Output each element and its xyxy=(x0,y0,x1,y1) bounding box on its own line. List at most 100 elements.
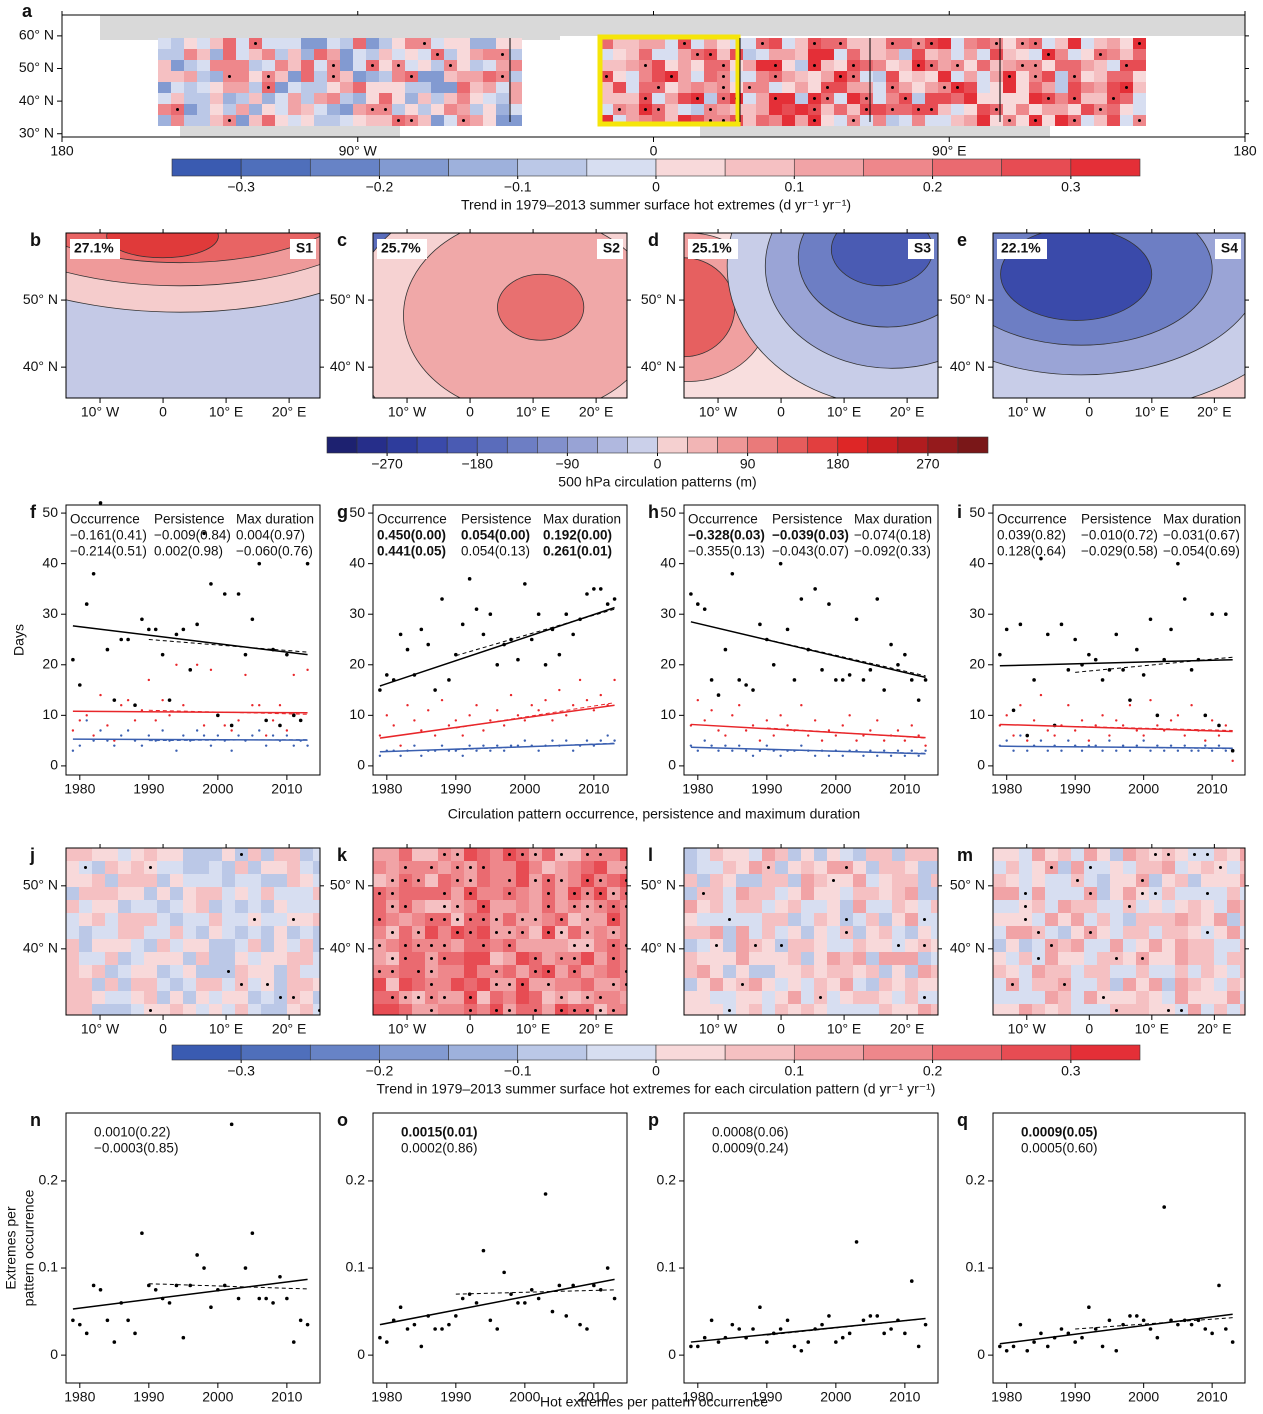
label-box xyxy=(290,239,316,259)
x-tick-label: 0 xyxy=(650,143,658,159)
grid-cell xyxy=(470,38,483,49)
point xyxy=(292,673,295,677)
grid-cell xyxy=(1032,965,1045,978)
grid-cell xyxy=(170,913,183,926)
significance-dot xyxy=(644,97,647,100)
grid-cell xyxy=(1110,861,1123,874)
grid-cell xyxy=(79,939,92,952)
point xyxy=(896,749,900,752)
grid-cell xyxy=(209,848,222,861)
grid-cell xyxy=(313,874,320,887)
grid-cell xyxy=(144,952,157,965)
point xyxy=(182,734,185,737)
y-tick-label: 40° N xyxy=(19,92,54,108)
grid-cell xyxy=(92,926,105,939)
point xyxy=(378,1335,382,1340)
grid-cell xyxy=(131,952,144,965)
y-tick-label: 0.2 xyxy=(39,1172,59,1188)
grid-cell xyxy=(503,900,516,913)
grid-cell xyxy=(1175,887,1188,900)
grid-cell xyxy=(235,874,248,887)
y-tick-label: 30° N xyxy=(19,124,54,140)
recent-trend-line xyxy=(148,739,308,742)
grid-cell xyxy=(938,115,951,126)
colorbar-swatch xyxy=(597,436,628,454)
grid-cell xyxy=(542,939,555,952)
grid-cell xyxy=(710,848,723,861)
grid-cell xyxy=(977,93,990,104)
grid-cell xyxy=(1110,978,1123,991)
grid-cell xyxy=(795,49,808,60)
significance-dot xyxy=(930,108,933,111)
point xyxy=(202,724,206,727)
grid-cell xyxy=(775,861,788,874)
significance-dot xyxy=(443,892,446,895)
significance-dot xyxy=(456,905,459,908)
point xyxy=(702,1335,707,1340)
point xyxy=(876,719,879,722)
colorbar-tick-label: 0.2 xyxy=(923,1063,943,1079)
grid-cell xyxy=(931,952,938,965)
grid-cell xyxy=(170,952,183,965)
significance-dot xyxy=(722,75,725,78)
grid-cell xyxy=(1058,848,1071,861)
recent-trend-line xyxy=(766,749,926,754)
grid-cell xyxy=(386,913,399,926)
grid-cell xyxy=(464,965,477,978)
grid-cell xyxy=(425,887,438,900)
grid-cell xyxy=(300,978,313,991)
significance-dot xyxy=(865,97,868,100)
grid-cell xyxy=(993,965,1006,978)
grid-cell xyxy=(782,38,795,49)
grid-cell xyxy=(814,848,827,861)
grid-cell xyxy=(373,861,386,874)
point xyxy=(909,1279,914,1283)
grid-cell xyxy=(1110,913,1123,926)
point xyxy=(523,1301,527,1305)
grid-cell xyxy=(626,60,639,71)
grid-cell xyxy=(918,978,931,991)
grid-cell xyxy=(892,965,905,978)
point xyxy=(496,709,499,712)
colorbar-title: 500 hPa circulation patterns (m) xyxy=(558,474,756,490)
trend-stat: −0.355(0.13) xyxy=(688,544,765,559)
significance-dot xyxy=(495,1009,498,1012)
y-tick-label: 50° N xyxy=(641,877,676,893)
grid-cell xyxy=(821,115,834,126)
grid-cell xyxy=(697,991,710,1004)
grid-cell xyxy=(1016,93,1029,104)
point xyxy=(229,1122,234,1127)
grid-cell xyxy=(105,978,118,991)
grid-cell xyxy=(1097,952,1110,965)
significance-dot xyxy=(469,866,472,869)
grid-cell xyxy=(287,952,300,965)
grid-cell xyxy=(892,861,905,874)
panel-letter: a xyxy=(22,1,33,21)
grid-cell xyxy=(1081,104,1094,115)
grid-cell xyxy=(853,952,866,965)
grid-cell xyxy=(1019,952,1032,965)
grid-cell xyxy=(1016,82,1029,93)
point xyxy=(306,668,309,672)
y-tick-label: 50 xyxy=(660,504,676,520)
grid-cell xyxy=(801,991,814,1004)
significance-dot xyxy=(1115,1009,1118,1012)
point xyxy=(1204,739,1207,742)
grid-cell xyxy=(993,952,1006,965)
point xyxy=(1073,637,1077,642)
significance-dot xyxy=(1125,64,1128,67)
contour xyxy=(106,233,219,259)
grid-cell xyxy=(92,913,105,926)
grid-cell xyxy=(964,49,977,60)
map-frame xyxy=(65,847,321,1016)
grid-cell xyxy=(743,115,756,126)
grid-cell xyxy=(769,104,782,115)
point xyxy=(398,1305,403,1310)
colorbar-swatch xyxy=(517,1044,588,1061)
significance-dot xyxy=(176,108,179,111)
grid-cell xyxy=(496,93,509,104)
grid-cell xyxy=(964,93,977,104)
y-tick-label: 20 xyxy=(969,655,985,671)
y-tick-label: 0 xyxy=(977,1346,985,1362)
significance-dot xyxy=(292,996,295,999)
